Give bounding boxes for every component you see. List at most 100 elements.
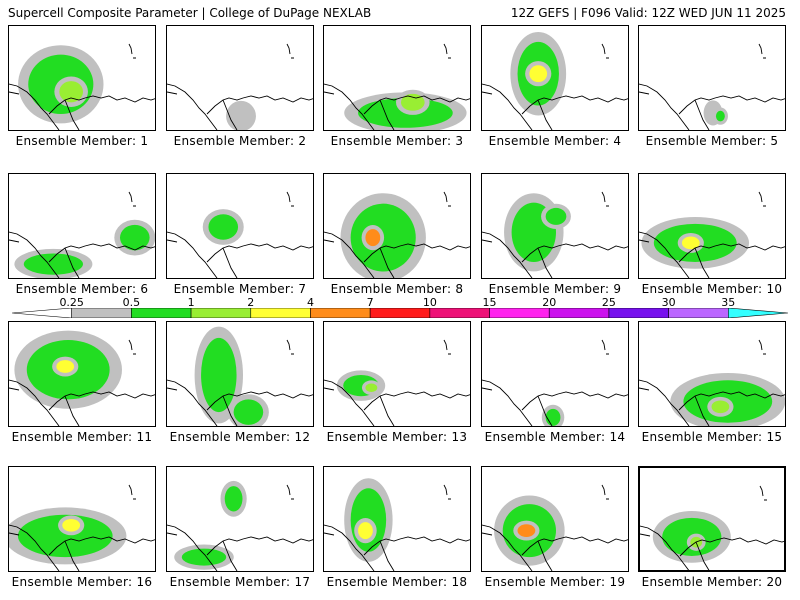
scp-contour xyxy=(545,408,561,426)
coastline xyxy=(167,379,313,426)
map-panel xyxy=(166,321,314,427)
member-label: Ensemble Member: 4 xyxy=(488,134,622,148)
member-label: Ensemble Member: 2 xyxy=(173,134,307,148)
coastline xyxy=(482,379,628,426)
scp-contour xyxy=(62,518,81,532)
island-outline xyxy=(443,484,451,500)
scp-contour xyxy=(365,229,381,247)
scale-tick-label: 0.25 xyxy=(59,296,84,309)
map-panel xyxy=(481,321,629,427)
scp-contour xyxy=(224,486,243,512)
map-panel xyxy=(638,25,786,131)
coastline xyxy=(9,231,155,278)
scale-tick-label: 7 xyxy=(366,296,374,309)
coastline xyxy=(9,379,155,426)
scale-segment xyxy=(131,308,192,318)
member-label: Ensemble Member: 6 xyxy=(15,282,149,296)
scp-contour xyxy=(208,214,239,240)
map-panel xyxy=(8,25,156,131)
island-outline xyxy=(128,484,136,500)
scale-tick-label: 4 xyxy=(306,296,314,309)
member-label: Ensemble Member: 8 xyxy=(330,282,464,296)
island-outline xyxy=(601,484,609,500)
coastline xyxy=(639,83,785,130)
scale-segment xyxy=(429,308,490,318)
scale-segment xyxy=(310,308,371,318)
coastline xyxy=(482,83,628,130)
island-outline xyxy=(758,339,766,355)
scp-contour xyxy=(358,522,373,540)
member-label: Ensemble Member: 7 xyxy=(173,282,307,296)
map-panel xyxy=(638,466,786,572)
map-panel xyxy=(323,173,471,279)
map-panel xyxy=(166,466,314,572)
scale-segment xyxy=(548,308,610,318)
map-panel xyxy=(323,321,471,427)
scp-contour xyxy=(59,81,83,103)
island-outline xyxy=(286,339,294,355)
coastline xyxy=(167,83,313,130)
coastline xyxy=(9,524,155,571)
member-label: Ensemble Member: 5 xyxy=(645,134,779,148)
scale-tick-label: 15 xyxy=(482,296,497,309)
map-panel xyxy=(8,173,156,279)
island-outline xyxy=(443,339,451,355)
map-panel xyxy=(8,466,156,572)
member-label: Ensemble Member: 18 xyxy=(326,575,468,589)
scale-tick-label: 0.5 xyxy=(122,296,141,309)
member-label: Ensemble Member: 16 xyxy=(11,575,153,589)
coastline xyxy=(639,231,785,278)
scale-segment xyxy=(250,308,311,318)
island-outline xyxy=(759,485,767,501)
member-label: Ensemble Member: 11 xyxy=(11,430,153,444)
scale-tick-label: 30 xyxy=(661,296,676,309)
member-label: Ensemble Member: 9 xyxy=(488,282,622,296)
scale-tick-label: 2 xyxy=(247,296,255,309)
scp-contour xyxy=(715,110,725,122)
scale-tick-label: 1 xyxy=(187,296,195,309)
island-outline xyxy=(758,43,766,59)
member-label: Ensemble Member: 10 xyxy=(641,282,783,296)
coastline xyxy=(324,379,470,426)
color-scale: 0.25 0.5 1 2 4 7 10 15 20 25 30 35 xyxy=(12,296,788,320)
coastline xyxy=(639,379,785,426)
map-panel xyxy=(8,321,156,427)
scale-tick-label: 10 xyxy=(422,296,437,309)
scp-contour xyxy=(233,399,264,425)
map-panel xyxy=(638,173,786,279)
map-panel xyxy=(481,25,629,131)
member-label: Ensemble Member: 1 xyxy=(15,134,149,148)
coastline xyxy=(9,83,155,130)
scp-contour xyxy=(230,105,252,127)
map-panel xyxy=(323,466,471,572)
scp-contour xyxy=(23,253,83,275)
scp-contour xyxy=(365,383,378,392)
member-label: Ensemble Member: 3 xyxy=(330,134,464,148)
scale-tick-label: 20 xyxy=(542,296,557,309)
scale-segment xyxy=(489,308,550,318)
scale-segment xyxy=(608,308,669,318)
scp-contour xyxy=(545,207,567,225)
member-label: Ensemble Member: 19 xyxy=(484,575,626,589)
scp-contour xyxy=(711,400,730,414)
model-valid-time: 12Z GEFS | F096 Valid: 12Z WED JUN 11 20… xyxy=(510,6,786,20)
island-outline xyxy=(601,339,609,355)
island-outline xyxy=(128,191,136,207)
island-outline xyxy=(443,191,451,207)
island-outline xyxy=(286,191,294,207)
scale-segment xyxy=(728,308,788,318)
map-panel xyxy=(638,321,786,427)
scale-tick-label: 25 xyxy=(601,296,616,309)
scp-contour xyxy=(17,514,113,558)
chart-title: Supercell Composite Parameter | College … xyxy=(8,6,372,20)
coastline xyxy=(167,231,313,278)
scale-segment xyxy=(190,308,252,318)
member-label: Ensemble Member: 13 xyxy=(326,430,468,444)
member-label: Ensemble Member: 14 xyxy=(484,430,626,444)
scp-contour xyxy=(181,548,227,566)
scp-contour xyxy=(56,360,75,373)
color-scale-bar xyxy=(12,308,788,318)
scp-contour xyxy=(201,337,237,413)
scp-contour xyxy=(529,65,548,83)
coastline xyxy=(482,231,628,278)
